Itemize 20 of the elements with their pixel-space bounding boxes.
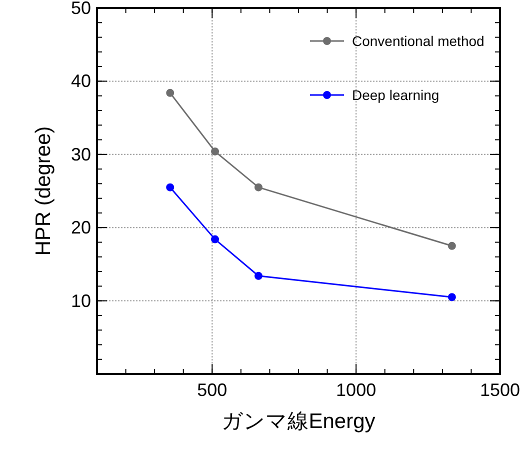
x-tick-label: 1000 <box>336 380 376 400</box>
point <box>211 235 220 244</box>
y-axis-title: HPR (degree) <box>32 126 55 256</box>
y-tick-label: 40 <box>70 71 91 92</box>
point <box>166 183 174 192</box>
point <box>166 88 174 97</box>
y-tick-label: 30 <box>70 144 91 164</box>
y-tick-label: 50 <box>70 0 91 18</box>
y-tick-label: 10 <box>70 290 91 311</box>
x-tick-label: 1500 <box>480 380 520 400</box>
legend-label: Conventional method <box>352 33 484 49</box>
legend-label: Deep learning <box>352 87 440 103</box>
point <box>448 242 456 250</box>
point <box>448 293 456 302</box>
point <box>254 183 262 192</box>
y-tick-label: 20 <box>70 218 91 238</box>
point <box>211 147 220 156</box>
point <box>254 272 262 280</box>
x-axis-title: ガンマ線Energy <box>222 410 376 433</box>
x-tick-label: 500 <box>197 380 228 400</box>
